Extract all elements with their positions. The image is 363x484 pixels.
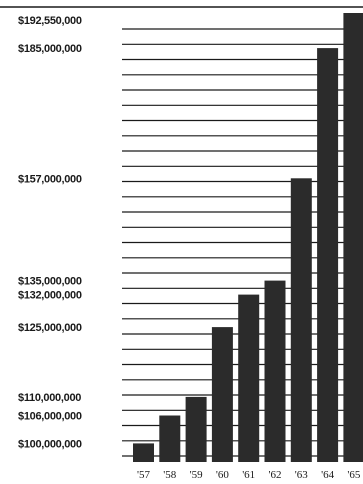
x-tick-labels: '57 '58 '59 '60 '61 '62 '63 '64 '65 [137,469,361,481]
bars [133,13,363,463]
bar-1 [159,415,181,462]
value-label: $185,000,000 [18,43,82,55]
x-tick-label: '63 [295,469,308,481]
value-label: $157,000,000 [18,173,82,185]
x-tick-label: '57 [137,469,150,481]
bar-2 [185,396,207,462]
bar-7 [317,48,339,462]
x-tick-label: '62 [269,469,282,481]
value-label: $135,000,000 [18,276,82,288]
value-label: $125,000,000 [18,322,82,334]
x-tick-label: '58 [163,469,176,481]
bar-6 [290,178,312,463]
value-label: $100,000,000 [18,438,82,450]
x-tick-label: '64 [321,469,334,481]
x-tick-label: '60 [216,469,229,481]
value-label: $106,000,000 [18,411,82,423]
bar-0 [133,443,154,462]
x-tick-label: '65 [347,469,360,481]
bar-4 [238,294,260,462]
value-label: $110,000,000 [18,392,81,404]
bar-8 [343,13,363,462]
value-label: $192,550,000 [18,15,82,27]
x-tick-label: '61 [242,469,255,481]
bar-3 [211,327,233,462]
x-tick-label: '59 [190,469,203,481]
bar-5 [264,280,286,462]
value-labels: $192,550,000 $185,000,000 $157,000,000 $135… [18,15,82,450]
value-label: $132,000,000 [18,290,82,302]
